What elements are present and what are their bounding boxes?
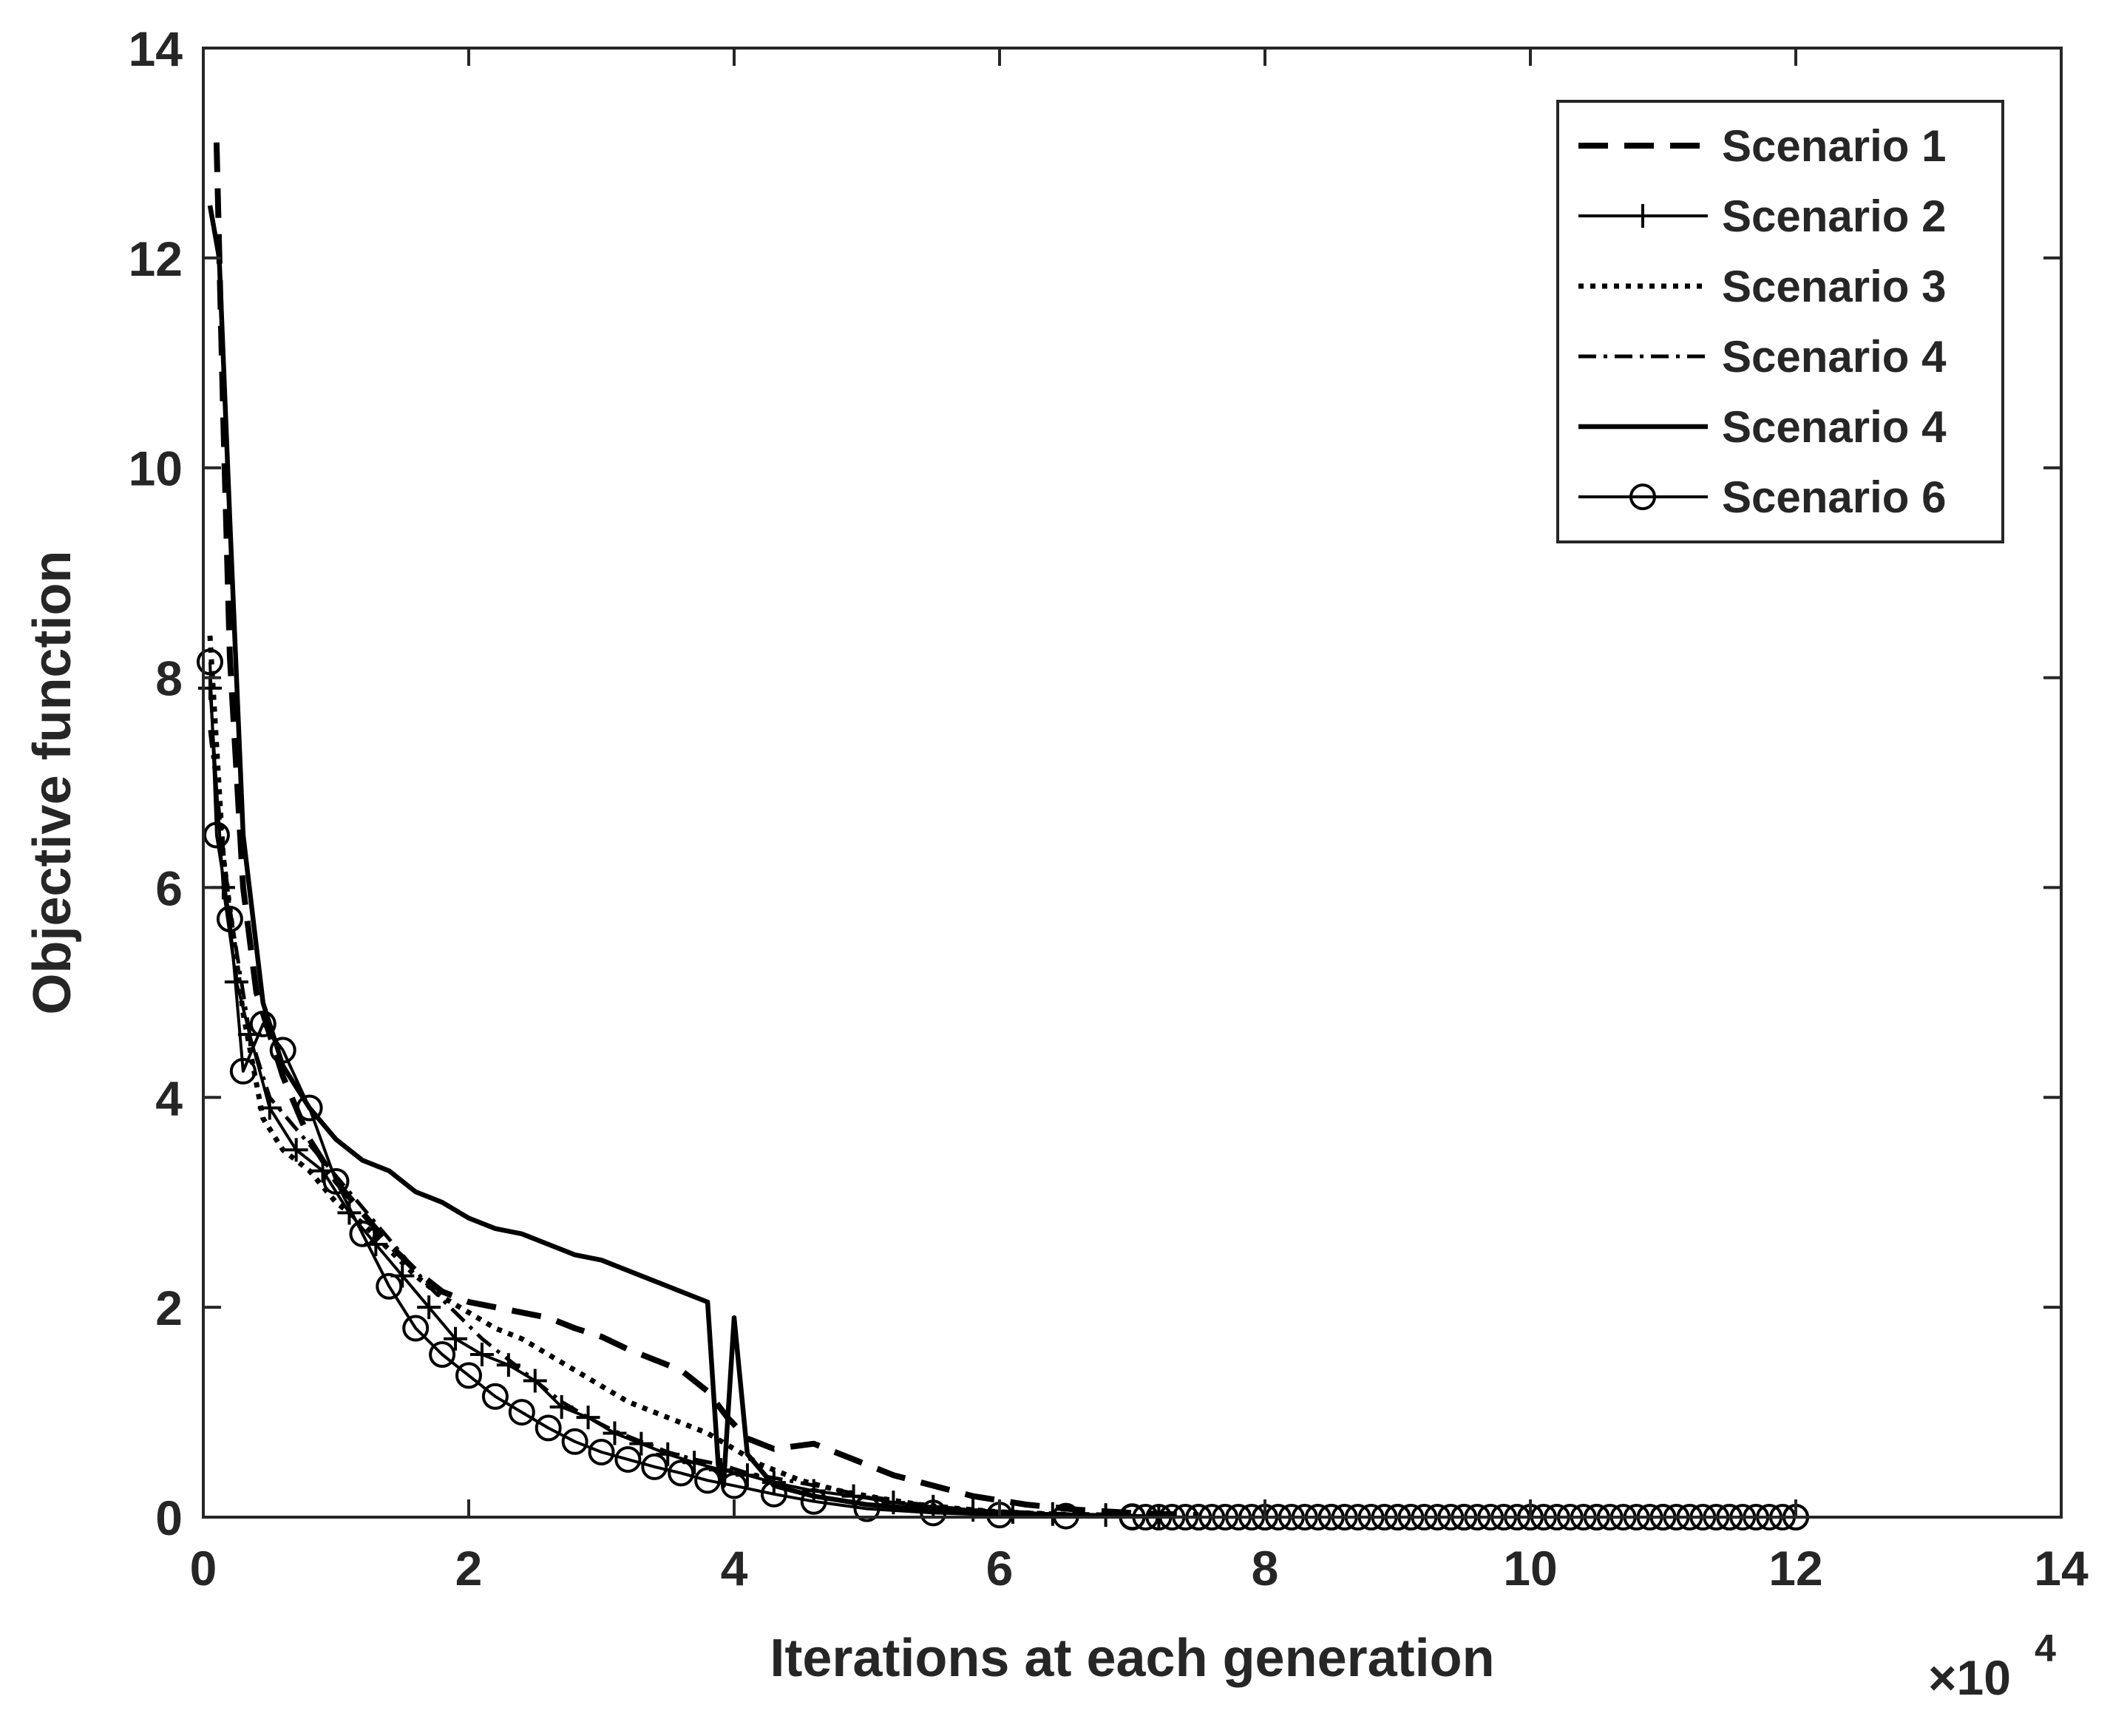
legend-item: Scenario 4 [1578,332,1947,382]
series-3 [207,635,1106,1518]
circle-marker [920,1499,947,1527]
x-axis-title: Iterations at each generation [770,1629,1494,1688]
legend-label: Scenario 4 [1722,332,1947,382]
y-tick-label: 10 [129,441,183,496]
legend-box [1556,100,2004,543]
legend-item: Scenario 3 [1578,262,1947,311]
legend-label: Scenario 3 [1722,262,1947,311]
legend-item: Scenario 2 [1578,191,1947,241]
circle-marker [800,1488,827,1515]
y-tick-label: 12 [129,231,183,286]
legend-item: Scenario 1 [1578,121,1947,171]
x-tick-label: 12 [1768,1541,1822,1596]
circle-marker [721,1472,747,1499]
circle-marker [694,1467,722,1494]
circle-marker [508,1399,535,1426]
y-tick-label: 0 [155,1491,183,1545]
circle-marker [249,1010,277,1037]
x-tick-label: 8 [1252,1541,1279,1596]
y-tick-label: 2 [155,1281,183,1335]
circle-marker [853,1495,881,1522]
plot-frame [202,47,2063,1519]
circle-marker [322,1167,350,1195]
circle-marker [1629,484,1656,510]
circle-marker [641,1453,668,1480]
y-tick-label: 4 [155,1071,183,1125]
x-tick-label: 14 [2034,1541,2089,1596]
x-tick-label: 2 [455,1541,483,1596]
circle-marker [269,1037,296,1064]
x-tick-label: 10 [1503,1541,1557,1596]
y-tick-label: 6 [155,861,183,915]
ticks-layer: 0 2 4 6 8 10 12 14 0 2 4 6 8 10 12 14 [129,21,2089,1596]
circle-marker [561,1428,588,1455]
legend-label: Scenario 6 [1722,472,1947,522]
circle-marker [668,1459,695,1487]
x-multiplier-base: ×10 [1928,1650,2011,1705]
y-axis-title: Objective function [23,550,82,1014]
x-tick-label: 6 [986,1541,1014,1596]
x-axis-multiplier: ×10 4 [1928,1627,2056,1705]
circle-marker [455,1362,482,1389]
y-tick-label: 8 [155,651,183,706]
x-tick-label: 4 [721,1541,748,1596]
series-5 [207,205,1133,1519]
x-multiplier-exponent: 4 [2035,1627,2056,1670]
circle-marker [376,1272,403,1300]
legend: Scenario 1 Scenario 2 Scenario 3 Scenario 4… [1556,100,2004,543]
circle-marker [229,1057,257,1085]
circle-marker [535,1414,562,1442]
circle-marker [349,1220,376,1247]
x-tick-label: 0 [190,1541,217,1596]
legend-item: Scenario 4 [1578,402,1947,452]
circle-marker [216,906,243,933]
series-line [207,205,1133,1519]
series-line [207,635,1106,1518]
circle-marker [614,1445,642,1473]
circle-marker [296,1094,323,1122]
legend-label: Scenario 4 [1722,402,1947,452]
circle-marker [196,648,223,676]
circle-marker [481,1383,509,1410]
legend-item: Scenario 6 [1578,472,1947,522]
y-tick-label: 14 [129,21,183,76]
circle-marker [588,1439,615,1466]
circle-marker [760,1480,787,1508]
legend-label: Scenario 2 [1722,191,1947,241]
circle-marker [429,1341,456,1369]
legend-label: Scenario 1 [1722,121,1947,171]
circle-marker [402,1315,430,1342]
